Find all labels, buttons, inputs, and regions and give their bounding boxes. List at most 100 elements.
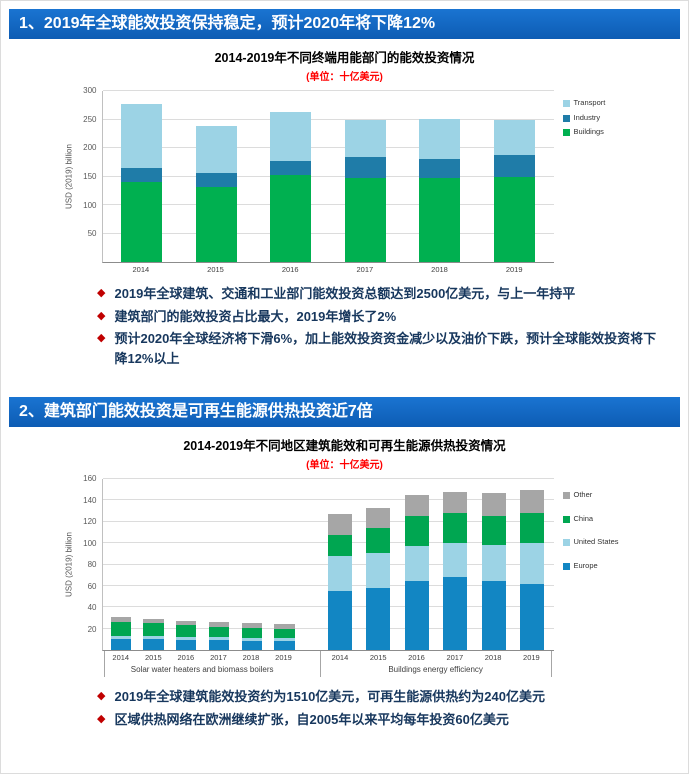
chart2-title: 2014-2019年不同地区建筑能效和可再生能源供热投资情况 — [183, 439, 506, 453]
stacked-bar — [270, 91, 312, 262]
stacked-bar — [366, 479, 391, 650]
bar-slot — [268, 479, 301, 650]
bar-slot — [137, 479, 170, 650]
bar-segment-other — [443, 491, 468, 514]
bullet-text: 2019年全球建筑能效投资约为1510亿美元，可再生能源供热约为240亿美元 — [114, 689, 545, 704]
legend-item: Other — [562, 490, 628, 500]
bar-segment-industry — [121, 167, 163, 183]
stacked-bar — [195, 91, 237, 262]
gridline — [102, 499, 554, 501]
bar-segment-united-states — [208, 637, 230, 641]
bar-segment-europe — [481, 580, 506, 650]
bar-segment-other — [241, 623, 262, 628]
bar-segment-other — [208, 622, 230, 627]
legend-item: Europe — [562, 560, 628, 571]
bar-segment-united-states — [404, 546, 429, 581]
section1-banner: 1、2019年全球能效投资保持稳定，预计2020年将下降12% — [9, 9, 680, 39]
chart2-legend: Other China United States Europe — [554, 479, 628, 571]
x-tick-label: 2014 — [112, 653, 130, 662]
stacked-bar — [493, 91, 535, 262]
bullet-text: 区域供热网络在欧洲继续扩张，自2005年以来平均每年投资60亿美元 — [114, 711, 509, 727]
diamond-bullet-icon: ◆ — [97, 309, 106, 322]
bar-slot — [403, 91, 478, 262]
stacked-bar — [143, 479, 164, 650]
bar-segment-other — [110, 616, 131, 623]
gridline — [102, 232, 554, 234]
y-tick-label: 120 — [83, 517, 97, 526]
x-axis-group: 2014 2015 2016 2017 2018 2019 Solar water heat… — [103, 651, 300, 677]
bullet-text: 建筑部门的能效投资占比最大，2019年增长了2% — [114, 308, 397, 324]
bar-segment-transport — [493, 119, 535, 155]
bar-slot — [398, 479, 436, 650]
bar-segment-transport — [270, 112, 312, 161]
section2-banner-title: 2、建筑部门能效投资是可再生能源供热投资近7倍 — [19, 403, 373, 420]
stacked-bar — [344, 91, 386, 262]
bar-segment-europe — [208, 640, 230, 650]
bar-segment-united-states — [143, 636, 164, 640]
bar-segment-industry — [270, 160, 312, 176]
bar-group — [105, 91, 552, 262]
stacked-bar — [110, 479, 131, 650]
chart2-x-axis: 2014 2015 2016 2017 2018 2019 Solar water heat… — [102, 651, 554, 677]
chart2-subtitle: (单位：十亿美元) — [306, 460, 383, 471]
bar-segment-china — [110, 622, 131, 637]
bar-segment-europe — [274, 641, 295, 650]
x-tick-label: 2014 — [132, 265, 150, 274]
bar-segment-industry — [419, 159, 461, 178]
bar-group — [321, 479, 552, 650]
legend-label: Europe — [573, 560, 598, 570]
stacked-bar — [241, 479, 262, 650]
bar-segment-china — [404, 516, 429, 547]
y-tick-label: 60 — [87, 581, 97, 591]
chart1-y-axis-ticks: 50 100 150 200 250 300 — [76, 87, 102, 263]
stacked-bar — [520, 479, 545, 650]
gridline — [102, 175, 554, 177]
bar-segment-europe — [241, 641, 262, 650]
bar-slot — [254, 91, 329, 262]
bar-slot — [203, 479, 236, 650]
bar-segment-industry — [493, 154, 535, 177]
bullet-item: ◆ 建筑部门的能效投资占比最大，2019年增长了2% — [97, 307, 659, 327]
bar-slot — [328, 91, 403, 262]
bar-group — [105, 479, 301, 650]
stacked-bar — [419, 91, 461, 262]
bar-segment-china — [520, 513, 545, 544]
legend-item: Buildings — [562, 127, 628, 137]
bullet-item: ◆ 2019年全球建筑、交通和工业部门能效投资总额达到2500亿美元，与上一年持… — [97, 284, 659, 304]
x-tick-label: 2018 — [242, 653, 260, 662]
gridline — [102, 118, 554, 120]
legend-label: Buildings — [573, 127, 604, 137]
diamond-bullet-icon: ◆ — [97, 287, 106, 299]
bullet-text: 2019年全球建筑、交通和工业部门能效投资总额达到2500亿美元，与上一年持平 — [114, 286, 576, 301]
gridline — [102, 147, 554, 148]
stacked-bar — [176, 479, 197, 650]
bar-segment-buildings — [121, 182, 163, 262]
energy-investment-chart: 2014-2019年不同终端用能部门的能效投资情况 (单位：十亿美元) USD … — [62, 47, 628, 274]
stacked-bar — [481, 479, 506, 650]
x-tick-label: 2015 — [207, 265, 224, 274]
bar-segment-other — [481, 492, 506, 517]
legend-swatch — [562, 515, 570, 523]
bar-segment-china — [208, 626, 230, 638]
chart2-y-axis-ticks: 20 40 60 80 100 120 140 160 — [76, 475, 102, 651]
legend-swatch — [562, 114, 570, 122]
bar-segment-united-states — [110, 636, 131, 640]
legend-swatch — [562, 100, 570, 107]
y-tick-label: 100 — [83, 200, 97, 210]
x-tick-labels: 2014 2015 2016 2017 2018 2019 — [104, 263, 552, 274]
section1-bullets: ◆ 2019年全球建筑、交通和工业部门能效投资总额达到2500亿美元，与上一年持… — [97, 284, 659, 368]
x-tick-label: 2016 — [177, 653, 195, 662]
bar-segment-china — [176, 625, 197, 638]
legend-label: Other — [573, 490, 593, 499]
buildings-vs-renewable-heat-chart: 2014-2019年不同地区建筑能效和可再生能源供热投资情况 (单位：十亿美元)… — [62, 435, 628, 677]
y-tick-label: 150 — [83, 172, 97, 181]
bar-segment-europe — [328, 591, 352, 650]
section2-banner: 2、建筑部门能效投资是可再生能源供热投资近7倍 — [9, 397, 680, 427]
bar-segment-china — [481, 516, 506, 546]
bullet-item: ◆ 2019年全球建筑能效投资约为1510亿美元，可再生能源供热约为240亿美元 — [97, 687, 659, 707]
legend-label: China — [573, 513, 594, 523]
legend-item: China — [562, 513, 628, 524]
legend-swatch — [562, 539, 570, 547]
chart1-title: 2014-2019年不同终端用能部门的能效投资情况 — [214, 51, 475, 65]
stacked-bar — [208, 479, 230, 650]
